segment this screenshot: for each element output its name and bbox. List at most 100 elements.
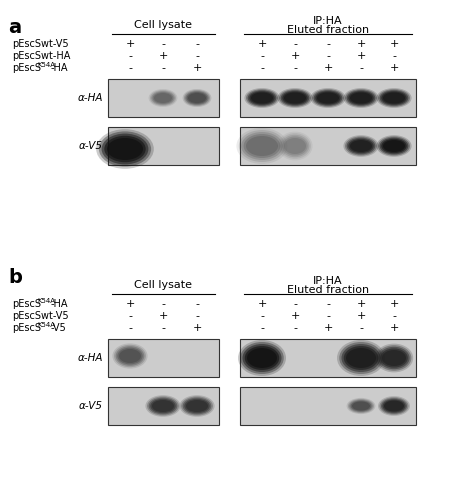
Text: -: -	[128, 63, 132, 73]
Ellipse shape	[182, 89, 212, 107]
Ellipse shape	[380, 138, 408, 154]
Text: -: -	[293, 63, 297, 73]
Ellipse shape	[315, 92, 341, 104]
Ellipse shape	[117, 348, 143, 364]
Ellipse shape	[243, 134, 280, 158]
Ellipse shape	[181, 396, 213, 415]
Ellipse shape	[381, 139, 407, 153]
Text: α-HA: α-HA	[77, 353, 103, 363]
Ellipse shape	[377, 345, 411, 371]
Text: pEscS: pEscS	[12, 299, 41, 309]
Ellipse shape	[150, 90, 176, 106]
Bar	[108, 127, 219, 165]
Ellipse shape	[246, 136, 278, 156]
Text: K54A: K54A	[37, 62, 55, 68]
Ellipse shape	[146, 395, 181, 417]
Text: +: +	[258, 299, 267, 309]
Ellipse shape	[381, 398, 407, 413]
Ellipse shape	[107, 138, 143, 160]
Ellipse shape	[184, 399, 210, 413]
Text: +: +	[158, 51, 168, 61]
Text: +: +	[389, 39, 399, 49]
Ellipse shape	[152, 400, 174, 412]
Ellipse shape	[184, 90, 210, 106]
Text: +: +	[356, 51, 366, 61]
Ellipse shape	[104, 136, 146, 162]
Text: -: -	[128, 51, 132, 61]
Ellipse shape	[240, 342, 284, 374]
Text: -: -	[260, 51, 264, 61]
Ellipse shape	[243, 344, 282, 372]
Text: K54A: K54A	[37, 298, 55, 304]
Ellipse shape	[378, 89, 410, 107]
Ellipse shape	[283, 92, 308, 104]
Text: IP:HA: IP:HA	[313, 276, 343, 286]
Ellipse shape	[379, 397, 409, 415]
Ellipse shape	[344, 88, 379, 108]
Text: +: +	[258, 39, 267, 49]
Ellipse shape	[238, 340, 286, 376]
Ellipse shape	[147, 396, 179, 415]
Text: -: -	[326, 299, 330, 309]
Ellipse shape	[375, 344, 413, 372]
Ellipse shape	[284, 138, 306, 154]
Text: Cell lysate: Cell lysate	[134, 280, 192, 290]
Ellipse shape	[185, 91, 209, 105]
Ellipse shape	[101, 134, 148, 164]
Text: -: -	[326, 39, 330, 49]
Text: -: -	[260, 311, 264, 321]
Text: -: -	[326, 311, 330, 321]
Ellipse shape	[351, 400, 371, 411]
Ellipse shape	[112, 344, 147, 368]
Ellipse shape	[376, 88, 412, 108]
Text: -V5: -V5	[51, 323, 67, 333]
Text: α-V5: α-V5	[79, 401, 103, 411]
Ellipse shape	[349, 92, 374, 104]
Text: +: +	[389, 63, 399, 73]
Ellipse shape	[278, 88, 313, 108]
Text: +: +	[356, 39, 366, 49]
Text: pEscSwt-V5: pEscSwt-V5	[12, 311, 69, 321]
Text: +: +	[389, 299, 399, 309]
Ellipse shape	[337, 340, 385, 376]
Ellipse shape	[116, 346, 144, 366]
Ellipse shape	[149, 398, 177, 414]
Text: K54A: K54A	[37, 322, 55, 328]
Text: a: a	[8, 18, 21, 37]
Ellipse shape	[241, 132, 283, 160]
Ellipse shape	[281, 90, 309, 106]
Text: -: -	[195, 39, 199, 49]
Ellipse shape	[352, 402, 370, 410]
Ellipse shape	[347, 138, 375, 154]
Text: +: +	[356, 299, 366, 309]
Ellipse shape	[349, 139, 374, 153]
Text: -: -	[128, 311, 132, 321]
Text: -: -	[161, 39, 165, 49]
Ellipse shape	[237, 128, 288, 164]
Text: +: +	[192, 323, 202, 333]
Text: pEscS: pEscS	[12, 323, 41, 333]
Text: +: +	[125, 39, 135, 49]
Ellipse shape	[346, 348, 376, 368]
Text: -: -	[161, 323, 165, 333]
Ellipse shape	[278, 132, 313, 160]
Text: -: -	[161, 299, 165, 309]
Text: +: +	[290, 311, 300, 321]
Text: IP:HA: IP:HA	[313, 16, 343, 26]
Ellipse shape	[345, 136, 377, 156]
Text: pEscSwt-HA: pEscSwt-HA	[12, 51, 71, 61]
Text: pEscS: pEscS	[12, 63, 41, 73]
Ellipse shape	[344, 135, 379, 157]
Ellipse shape	[383, 92, 405, 104]
Text: α-HA: α-HA	[77, 93, 103, 103]
Text: -: -	[260, 63, 264, 73]
Text: -: -	[195, 311, 199, 321]
Ellipse shape	[348, 399, 374, 413]
Ellipse shape	[96, 129, 154, 169]
Text: +: +	[356, 311, 366, 321]
Ellipse shape	[383, 140, 405, 152]
Ellipse shape	[382, 350, 406, 366]
Text: -: -	[260, 323, 264, 333]
Ellipse shape	[114, 345, 146, 367]
Text: -: -	[195, 51, 199, 61]
